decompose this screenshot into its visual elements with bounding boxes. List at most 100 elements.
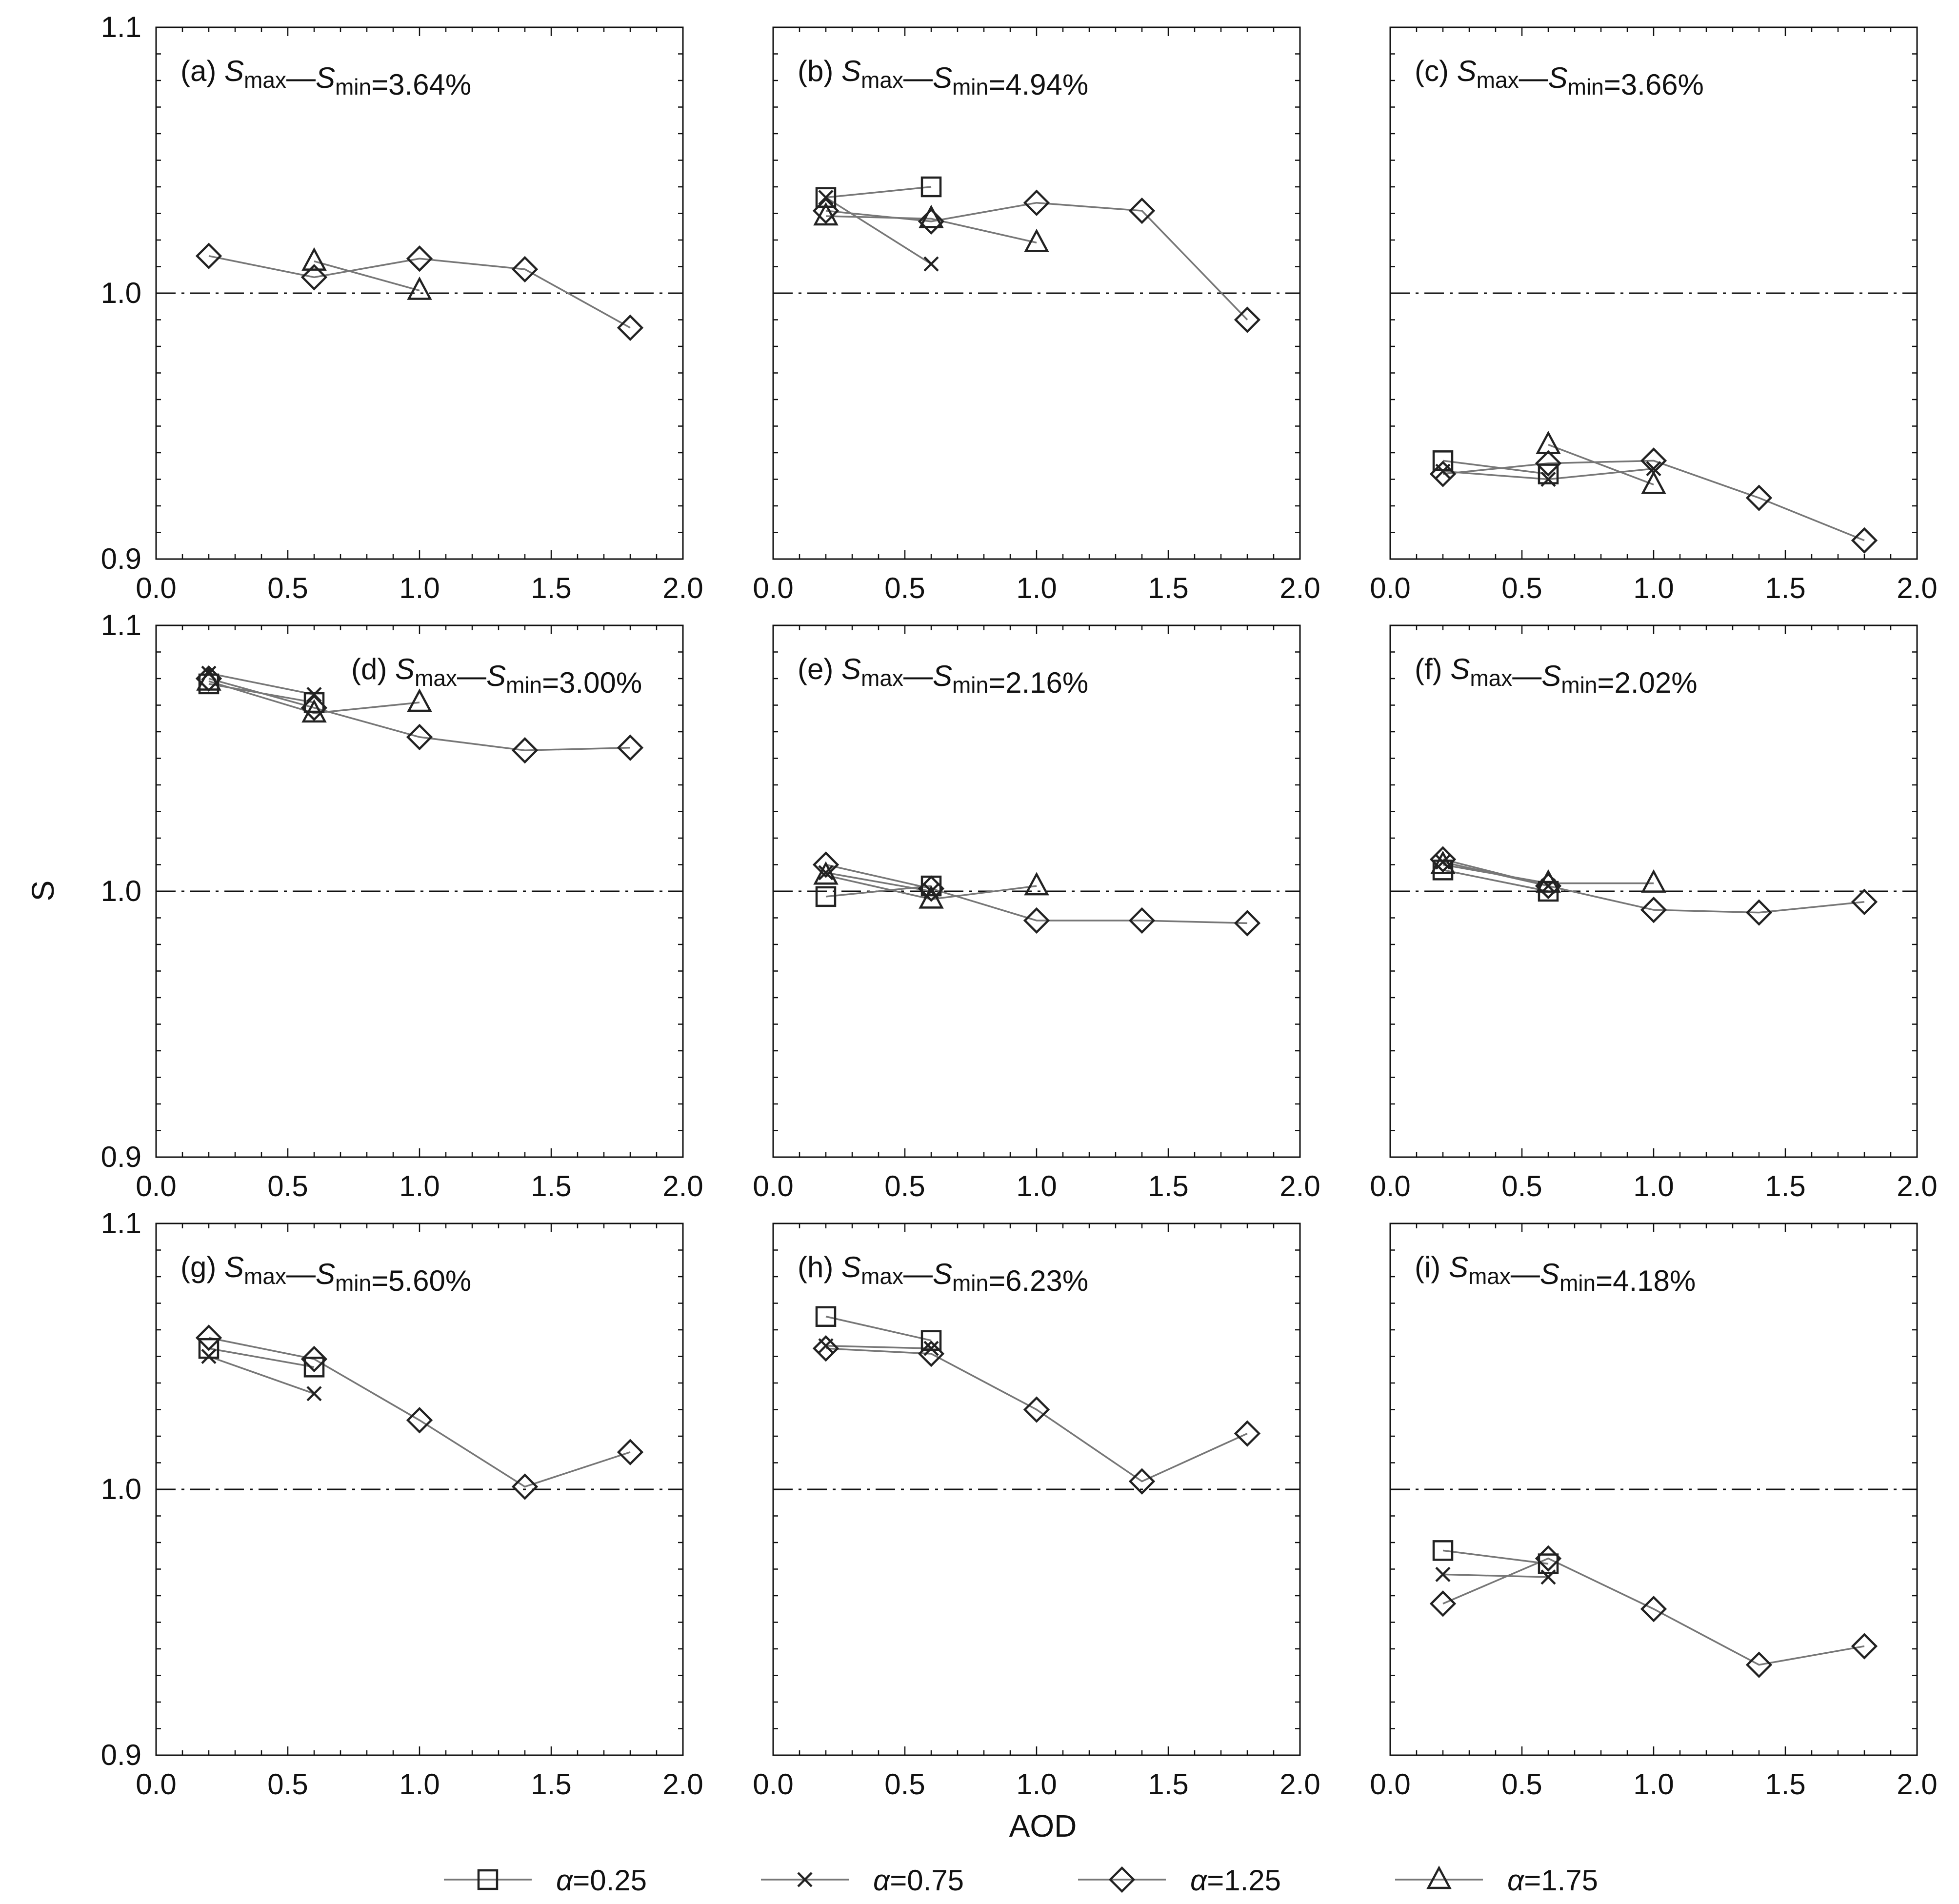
series-line-square — [208, 1347, 315, 1368]
panel-title-part: =3.66% — [1604, 68, 1704, 101]
panel-e: 0.0 0.5 1.0 1.5 2.0(e) Smax—Smin=2.16% — [753, 624, 1320, 1203]
data-point-diamond — [511, 737, 539, 764]
x-tick-label: 0.5 — [884, 572, 925, 604]
panel-title-part: min — [1559, 1270, 1596, 1296]
x-tick-label: 1.0 — [1016, 1170, 1057, 1203]
legend-label: α=0.75 — [873, 1864, 964, 1897]
data-point-square — [303, 1357, 325, 1378]
x-tick-label: 0.5 — [884, 1768, 925, 1801]
y-tick-label: 0.9 — [101, 542, 141, 575]
series-line-triangle — [825, 215, 1037, 244]
data-point-triangle — [301, 247, 327, 271]
y-tick-label: 1.1 — [101, 11, 141, 43]
data-point-triangle — [919, 204, 944, 228]
panel-title-part: S — [1540, 1258, 1559, 1290]
data-point-diamond — [300, 694, 328, 722]
x-tick-label: 2.0 — [662, 572, 703, 604]
x-tick-label: 1.0 — [1633, 1768, 1674, 1801]
data-point-diamond — [511, 256, 539, 283]
panel-title-part: min — [1568, 74, 1604, 100]
panel-b: 0.0 0.5 1.0 1.5 2.0(b) Smax—Smin=4.94% — [753, 26, 1320, 604]
panel-title-part: — — [1511, 1258, 1540, 1290]
x-tick-label: 1.5 — [1148, 1170, 1188, 1203]
x-tick-label: 1.5 — [1765, 1768, 1805, 1801]
panel-f: 0.0 0.5 1.0 1.5 2.0(f) Smax—Smin=2.02% — [1370, 624, 1938, 1203]
x-tick-label: 2.0 — [662, 1170, 703, 1203]
legend-label-symbol: α — [556, 1864, 574, 1897]
data-point-diamond — [1234, 910, 1261, 937]
panel-title-part: S — [395, 653, 415, 685]
x-tick-label: 0.0 — [136, 1768, 176, 1801]
data-point-triangle — [301, 699, 327, 723]
series-line-triangle — [208, 680, 420, 714]
series-line-cross — [825, 197, 932, 265]
data-point-diamond — [1640, 1596, 1667, 1623]
data-point-square — [815, 886, 837, 907]
data-point-cross — [306, 687, 322, 702]
data-point-diamond — [1851, 527, 1878, 554]
panel-title-part: min — [506, 672, 542, 698]
series-line-cross — [825, 872, 932, 892]
data-point-triangle — [196, 667, 221, 691]
series-line-cross — [825, 1344, 932, 1349]
panel-title-part: — — [286, 1258, 316, 1290]
panel-a: 0.0 0.5 1.0 1.5 2.00.91.01.1(a) Smax—Smin=3.… — [101, 11, 703, 604]
data-point-diamond — [1535, 450, 1562, 477]
panel-title-part: S — [841, 55, 861, 87]
data-point-diamond — [1535, 1545, 1562, 1572]
legend-label-value: =1.25 — [1207, 1864, 1281, 1897]
x-tick-label: 0.0 — [753, 1170, 793, 1203]
x-tick-label: 0.0 — [753, 572, 793, 604]
data-point-diamond — [1535, 872, 1562, 900]
legend-label: α=0.25 — [556, 1864, 647, 1897]
panel-title-part: S — [1457, 55, 1477, 87]
data-point-diamond — [1429, 846, 1457, 873]
x-tick-label: 0.0 — [1370, 1768, 1410, 1801]
panel-title-part: max — [1477, 67, 1519, 93]
data-point-diamond — [406, 723, 433, 751]
panel-title-part: min — [1561, 672, 1597, 698]
panel-title-part: (g) — [180, 1251, 224, 1283]
panel-title-part: min — [335, 1270, 371, 1296]
data-point-diamond — [1128, 1468, 1156, 1495]
data-point-triangle — [1536, 430, 1561, 454]
data-point-cross — [201, 1348, 217, 1364]
x-tick-label: 0.5 — [267, 1768, 308, 1801]
panel-g: 0.0 0.5 1.0 1.5 2.00.91.01.1(g) Smax—Smin=5.… — [101, 1207, 703, 1801]
data-point-diamond — [812, 851, 840, 878]
panel-title-part: S — [933, 61, 952, 94]
series-line-diamond — [825, 1347, 1248, 1483]
panel-title-part: — — [903, 61, 933, 94]
data-point-triangle — [1641, 470, 1666, 494]
data-point-diamond — [300, 264, 328, 291]
panel-title: (e) Smax—Smin=2.16% — [798, 653, 1088, 699]
x-tick-label: 1.0 — [399, 1768, 440, 1801]
series-line-square — [1442, 460, 1549, 475]
data-point-diamond — [1745, 484, 1773, 511]
x-tick-label: 1.0 — [1633, 572, 1674, 604]
x-tick-label: 1.0 — [1016, 1768, 1057, 1801]
x-tick-label: 1.5 — [1148, 572, 1188, 604]
x-tick-label: 1.0 — [399, 572, 440, 604]
panel-title-part: =2.16% — [988, 666, 1088, 699]
legend-label-value: =0.75 — [890, 1864, 964, 1897]
legend-item-square: α=0.25 — [444, 1864, 647, 1897]
panel-title: (f) Smax—Smin=2.02% — [1415, 653, 1698, 699]
x-tick-label: 1.5 — [531, 572, 571, 604]
data-point-square — [1432, 1540, 1454, 1561]
data-point-diamond — [1234, 306, 1261, 333]
data-point-triangle — [1024, 872, 1049, 896]
data-point-triangle — [407, 276, 432, 300]
panel-title-part: max — [861, 665, 903, 691]
series-line-square — [1442, 869, 1549, 892]
panel-title-part: max — [244, 1263, 286, 1289]
panel-title-part: S — [933, 1258, 952, 1290]
panel-title-part: =4.18% — [1596, 1264, 1696, 1297]
panel-title: (a) Smax—Smin=3.64% — [180, 55, 471, 101]
panel-d: 0.0 0.5 1.0 1.5 2.00.91.01.1(d) Smax—Smin=3.… — [101, 609, 703, 1203]
data-point-cross — [923, 256, 939, 272]
data-point-diamond — [812, 197, 840, 224]
panel-title-part: (h) — [798, 1251, 841, 1283]
